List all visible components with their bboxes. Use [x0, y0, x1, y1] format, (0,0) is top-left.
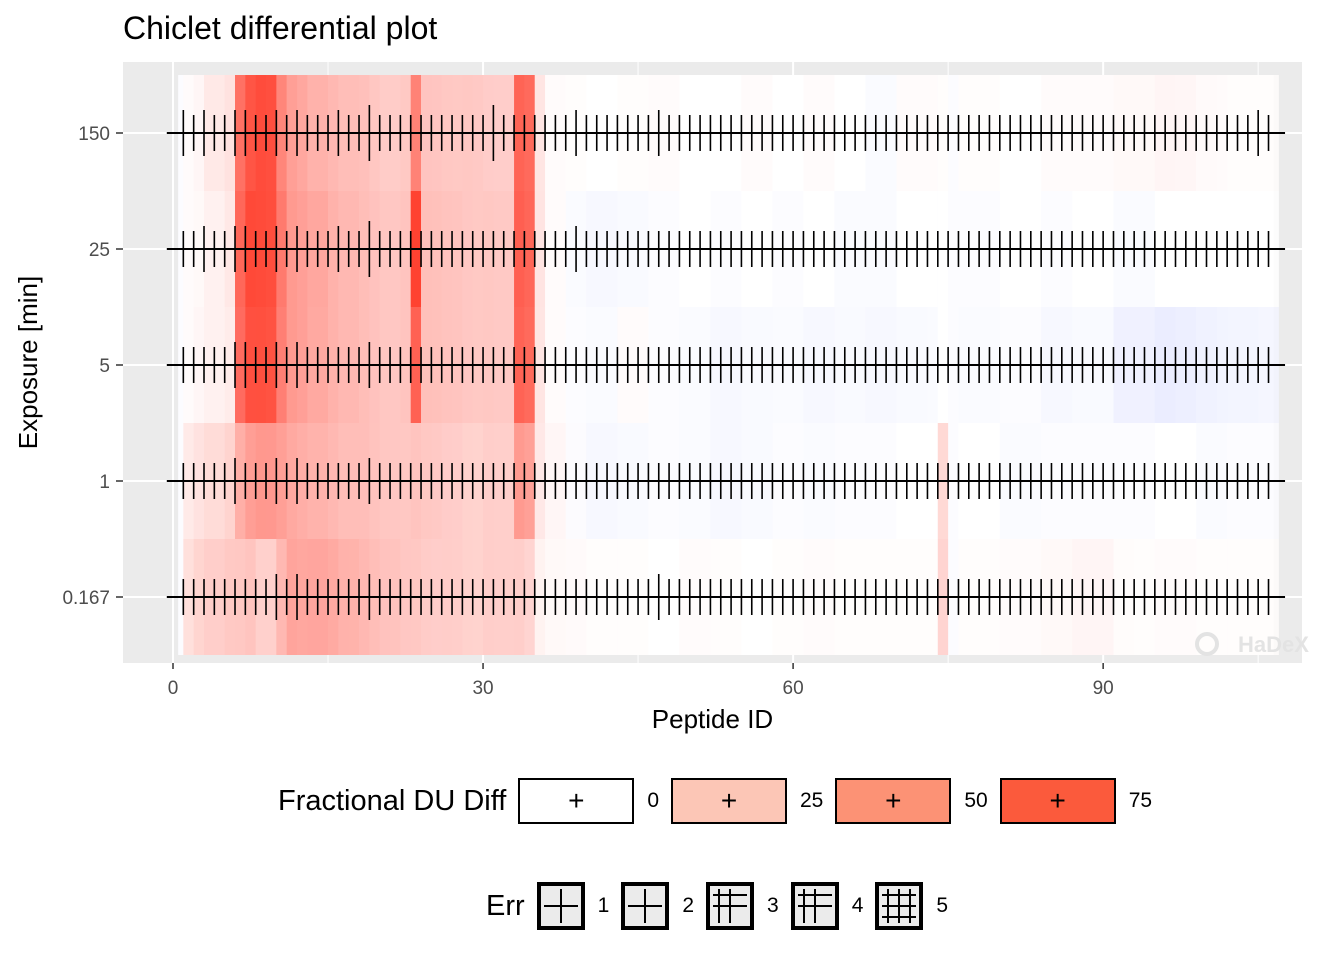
err-key-3	[706, 882, 755, 930]
key-cross: +	[885, 785, 902, 816]
err-key-5	[875, 882, 924, 930]
err-label-4: 4	[851, 894, 864, 917]
x-tick-label: 60	[783, 678, 804, 699]
y-tick-label: 1	[99, 472, 110, 493]
err-key-4	[790, 882, 839, 930]
key-cross: +	[1049, 785, 1066, 816]
fill-label-50: 50	[964, 789, 988, 812]
fill-legend-title: Fractional DU Diff	[278, 784, 507, 817]
key-cross: +	[568, 785, 585, 816]
chart-title: Chiclet differential plot	[123, 10, 438, 46]
hadex-watermark: HaDeX	[1195, 632, 1309, 657]
err-legend-title: Err	[486, 889, 525, 922]
fill-label-0: 0	[647, 789, 659, 812]
err-legend: Err 1 2 3 4 5	[486, 882, 960, 930]
error-crosses	[166, 105, 1286, 620]
err-label-2: 2	[682, 894, 695, 917]
err-key-1	[536, 882, 585, 930]
chiclet-plot: 0 30 60 90 150 25 5 1 0.167 Peptide ID Exposure [m…	[13, 62, 1309, 734]
y-tick-label: 0.167	[62, 588, 110, 609]
x-axis-title: Peptide ID	[652, 704, 773, 734]
y-tick-label: 5	[99, 356, 110, 377]
axes: 0 30 60 90 150 25 5 1 0.167 Peptide ID Exposure [m…	[13, 124, 1114, 734]
fill-label-75: 75	[1128, 789, 1153, 812]
err-key-2	[621, 882, 670, 930]
y-tick-label: 150	[78, 124, 110, 145]
fill-key-50: +	[835, 778, 952, 824]
fill-legend: Fractional DU Diff + 0 + 25 + 50 + 75	[278, 778, 1164, 824]
err-label-5: 5	[936, 894, 949, 917]
fill-label-25: 25	[800, 789, 824, 812]
err-label-3: 3	[767, 894, 779, 917]
watermark-text: HaDeX	[1238, 632, 1309, 657]
fill-key-0: +	[518, 778, 635, 824]
fill-key-75: +	[999, 778, 1116, 824]
err-label-1: 1	[597, 894, 610, 917]
hadex-logo-icon	[1195, 632, 1219, 656]
x-tick-label: 0	[168, 678, 179, 699]
y-axis-title: Exposure [min]	[13, 276, 43, 449]
x-tick-label: 90	[1093, 678, 1114, 699]
key-cross: +	[720, 785, 738, 816]
fill-key-25: +	[671, 778, 787, 824]
y-tick-label: 25	[89, 240, 110, 261]
x-tick-label: 30	[472, 678, 493, 699]
